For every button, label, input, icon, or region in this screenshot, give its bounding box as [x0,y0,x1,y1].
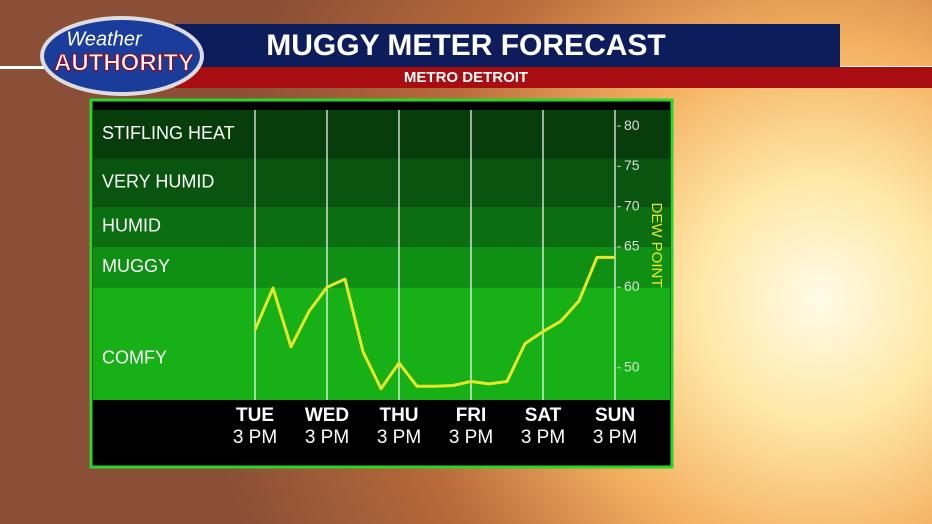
band-label: VERY HUMID [102,171,214,191]
x-tick-label: TUE [236,405,274,426]
band-label: STIFLING HEAT [102,123,235,143]
dew-point-line [253,255,615,391]
x-tick-label: WED [305,405,349,426]
band-label: COMFY [102,347,167,367]
logo-bottom: AUTHORITY [54,49,194,76]
x-tick-sublabel: 3 PM [449,427,493,448]
y-tick-label: 60 [624,278,640,294]
subtitle-bar [175,67,932,88]
band-label: HUMID [102,216,161,236]
logo [40,16,204,96]
title-bar [175,24,840,68]
x-tick-label: FRI [456,405,487,426]
label-bar [98,400,670,462]
x-tick-sublabel: 3 PM [233,427,277,448]
y-tick-label: 80 [624,117,640,133]
y-tick-label: 70 [624,197,640,213]
y-axis-label: DEW POINT [648,203,665,288]
band [93,110,670,159]
x-tick-label: THU [379,405,418,426]
x-tick-sublabel: 3 PM [377,427,421,448]
title: MUGGY METER FORECAST [266,29,665,62]
band [93,158,670,207]
band [93,206,670,247]
band-label: MUGGY [102,256,170,276]
x-tick-sublabel: 3 PM [521,427,565,448]
y-tick-label: 65 [624,238,640,254]
subtitle: METRO DETROIT [404,69,528,86]
x-tick-sublabel: 3 PM [593,427,637,448]
band [93,287,670,400]
band [93,246,670,288]
x-tick-label: SUN [595,405,635,426]
logo-top: Weather [66,28,143,50]
x-tick-label: SAT [525,405,562,426]
x-tick-sublabel: 3 PM [305,427,349,448]
y-tick-label: 50 [624,358,640,374]
y-tick-label: 75 [624,157,640,173]
